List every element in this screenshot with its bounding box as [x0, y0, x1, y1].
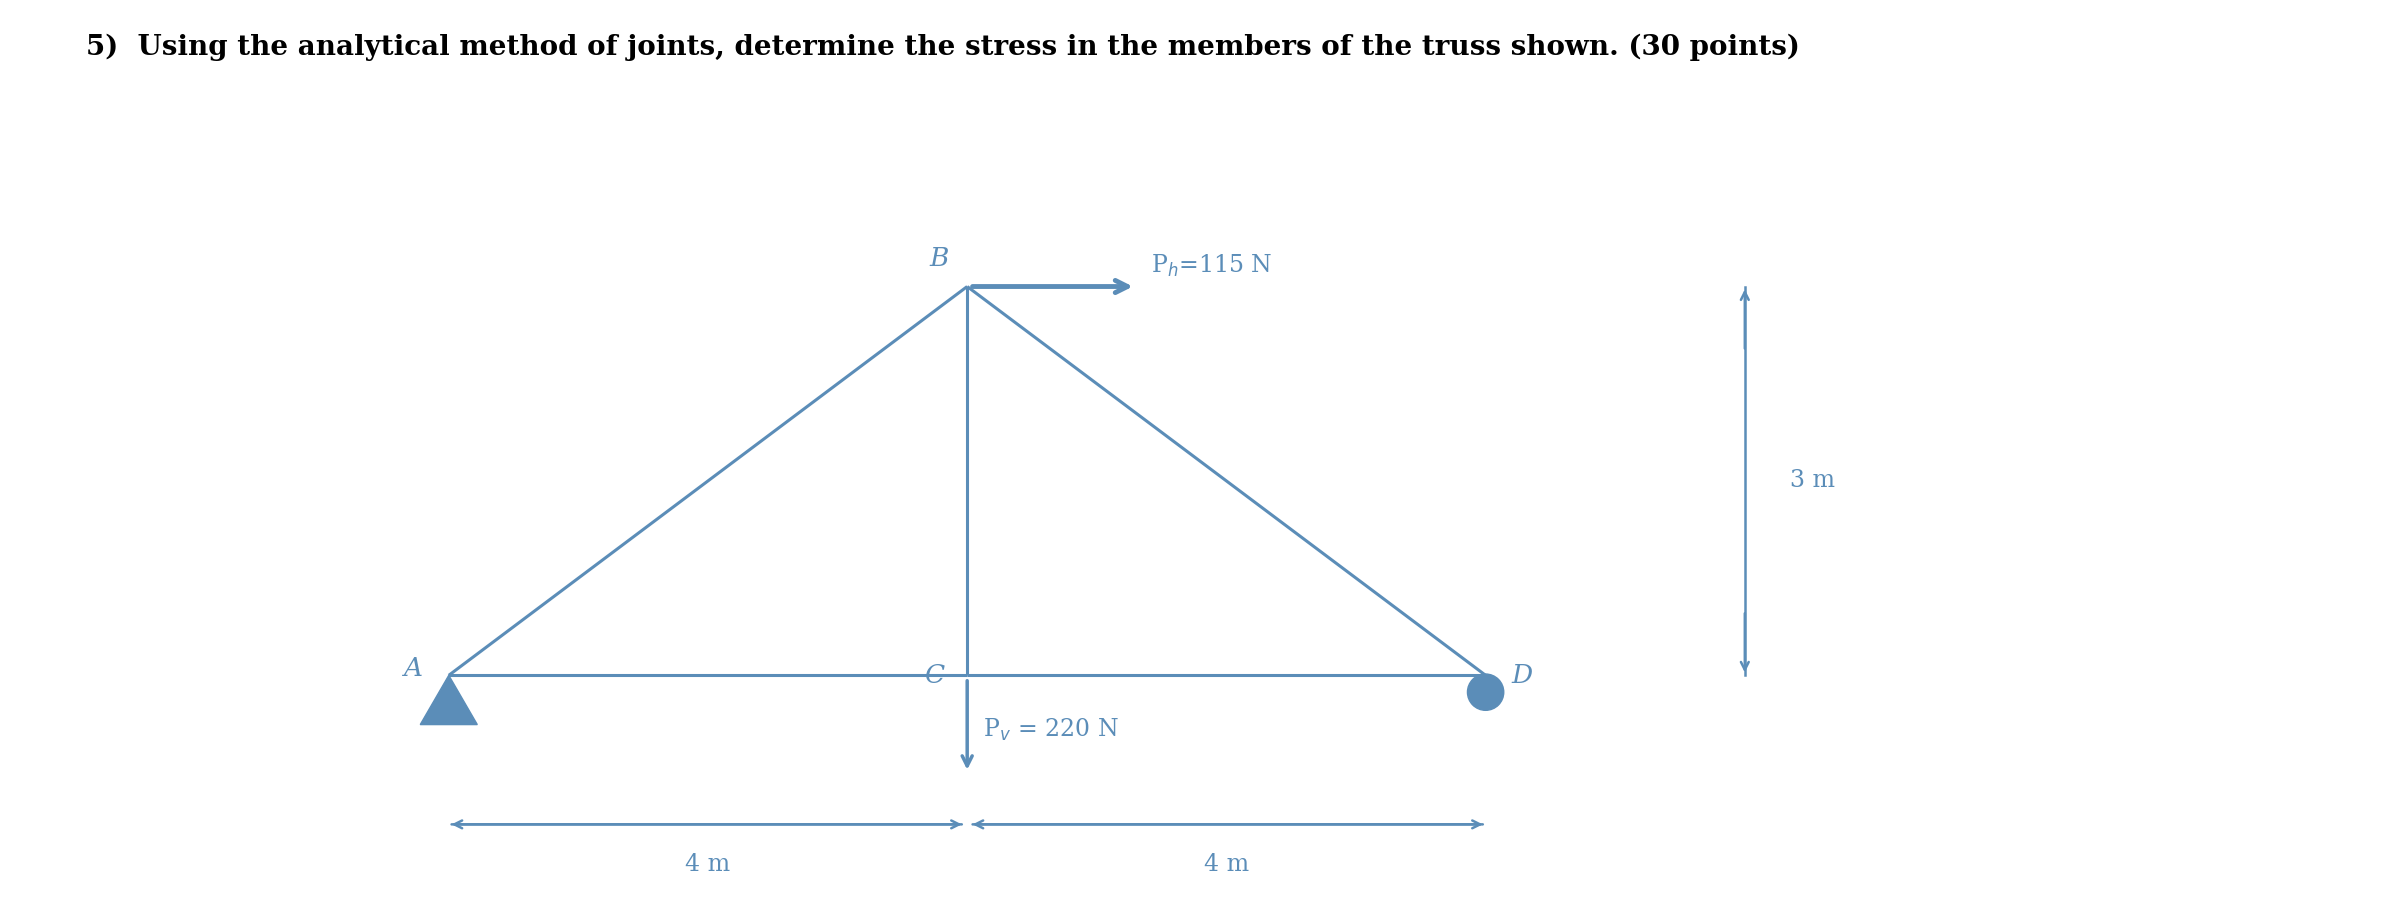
Text: P$_v$ = 220 N: P$_v$ = 220 N — [984, 717, 1118, 743]
Text: A: A — [404, 656, 423, 682]
Text: 4 m: 4 m — [1204, 853, 1249, 876]
Text: B: B — [929, 246, 948, 270]
Text: 3 m: 3 m — [1791, 470, 1834, 492]
Circle shape — [1469, 674, 1504, 711]
Text: 4 m: 4 m — [685, 853, 731, 876]
Text: P$_{h}$=115 N: P$_{h}$=115 N — [1151, 253, 1273, 278]
Text: C: C — [924, 662, 946, 688]
Polygon shape — [420, 675, 478, 724]
Text: 5)  Using the analytical method of joints, determine the stress in the members o: 5) Using the analytical method of joints… — [86, 34, 1801, 61]
Text: D: D — [1512, 662, 1533, 688]
